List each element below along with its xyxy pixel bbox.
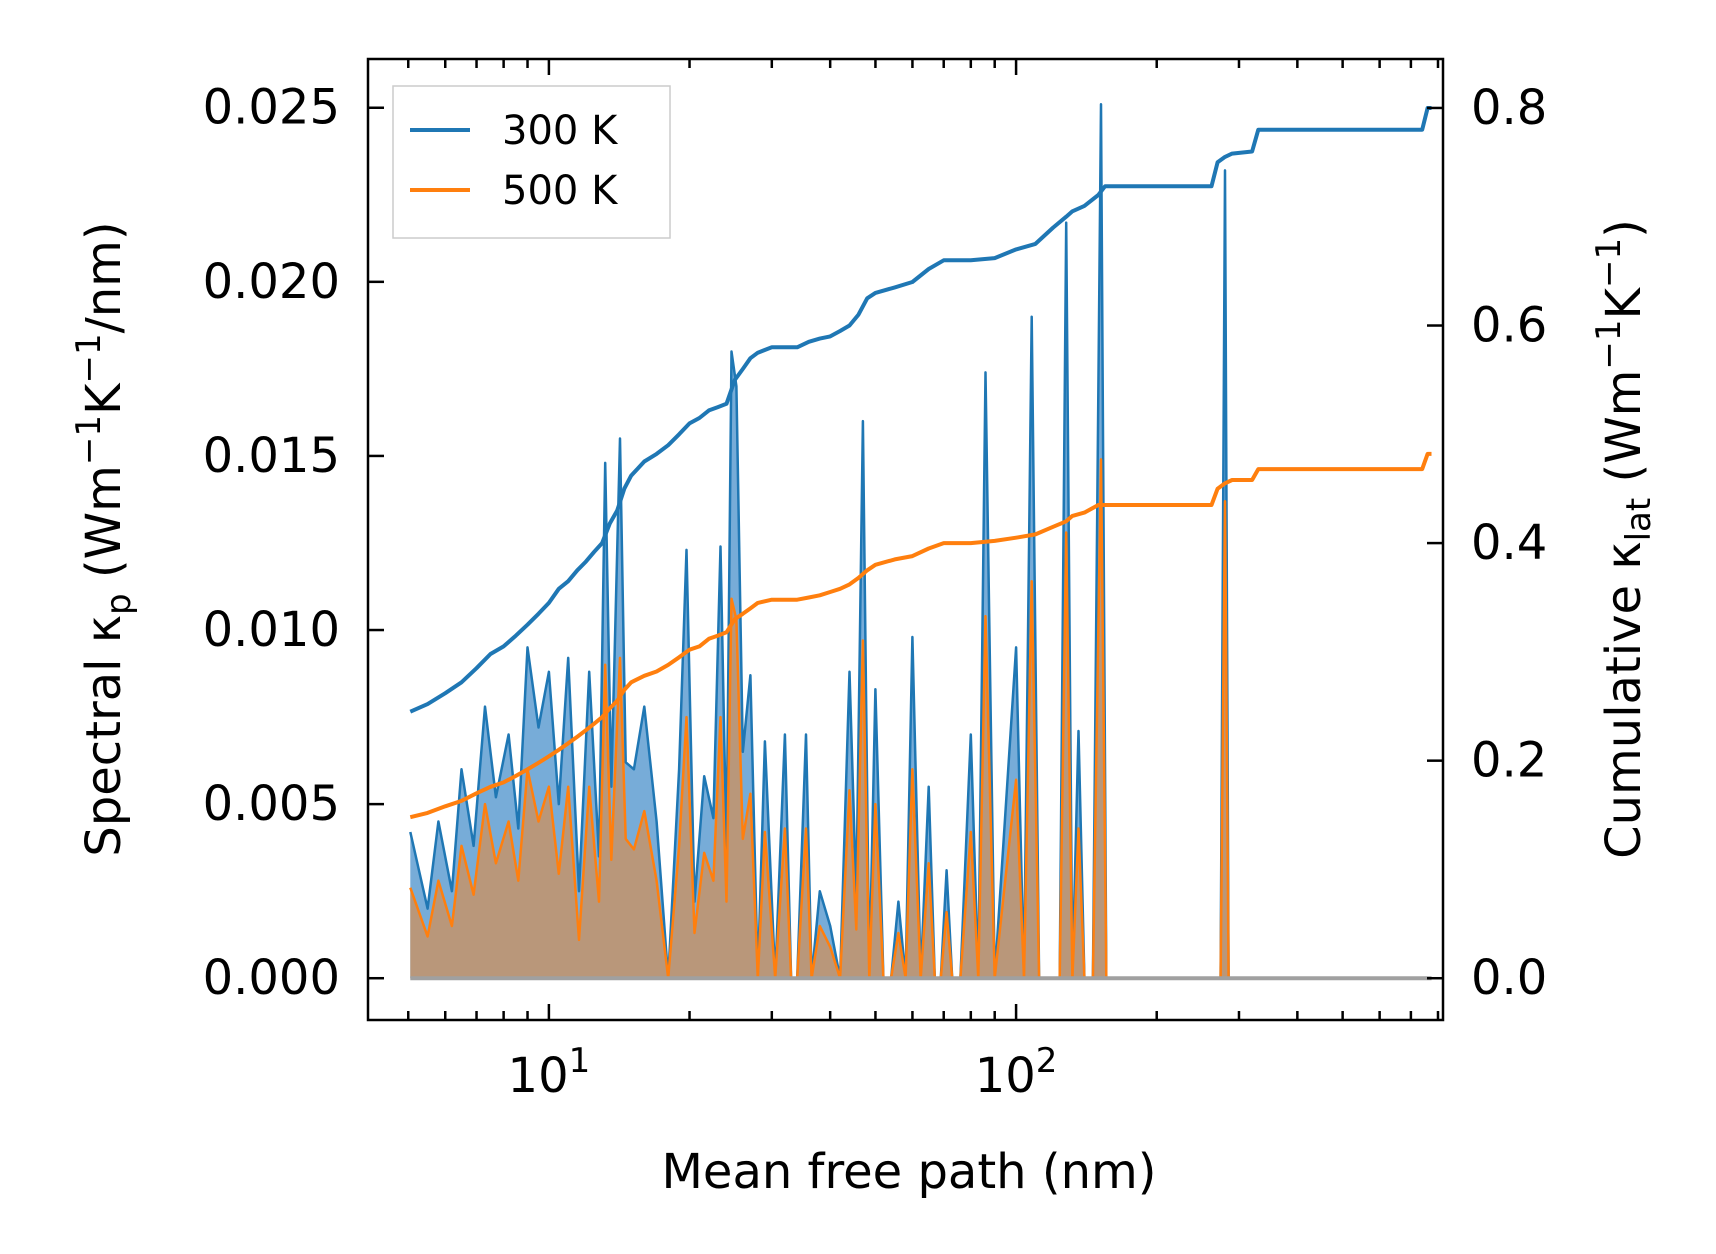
y-right-tick-label: 0.2 [1471,733,1547,789]
y-left-tick-label: 0.010 [203,602,340,658]
y-axis-left-label: Spectral κp (Wm−1K−1/nm) [69,221,139,856]
x-axis-label: Mean free path (nm) [662,1144,1157,1200]
y-axis-left-label-text: Spectral κp (Wm−1K−1/nm) [69,221,139,856]
legend-box [392,85,671,239]
y-left-tick-label: 0.020 [203,254,340,310]
y-axis-right-label-text: Cumulative κlat (Wm−1K−1) [1589,219,1659,859]
spectral-fill-500k [410,459,1229,979]
legend-label-300k: 300 K [502,108,619,154]
x-tick-label: 101 [508,1041,591,1104]
y-left-tick-label: 0.025 [203,80,340,136]
y-left-tick-label: 0.000 [203,950,340,1006]
x-tick-label: 102 [975,1041,1058,1104]
y-left-tick-label: 0.005 [203,776,340,832]
y-right-tick-label: 0.0 [1471,950,1547,1006]
cumulative-line-300k [409,106,1432,714]
plot-area [409,103,1432,981]
legend-label-500k: 500 K [502,168,619,214]
axes: 0.000 0.005 0.010 0.015 0.020 0.025 0.0 0.2 0.4 0… [203,57,1547,1104]
y-left-tick-label: 0.015 [203,428,340,484]
legend: 300 K 500 K [392,85,671,239]
cumulative-line-500k [409,451,1432,820]
y-right-tick-label: 0.4 [1471,515,1547,571]
y-right-tick-label: 0.6 [1471,298,1547,354]
y-axis-right-label: Cumulative κlat (Wm−1K−1) [1589,219,1659,859]
y-right-tick-label: 0.8 [1471,80,1547,136]
plot-frame [366,57,1445,1022]
